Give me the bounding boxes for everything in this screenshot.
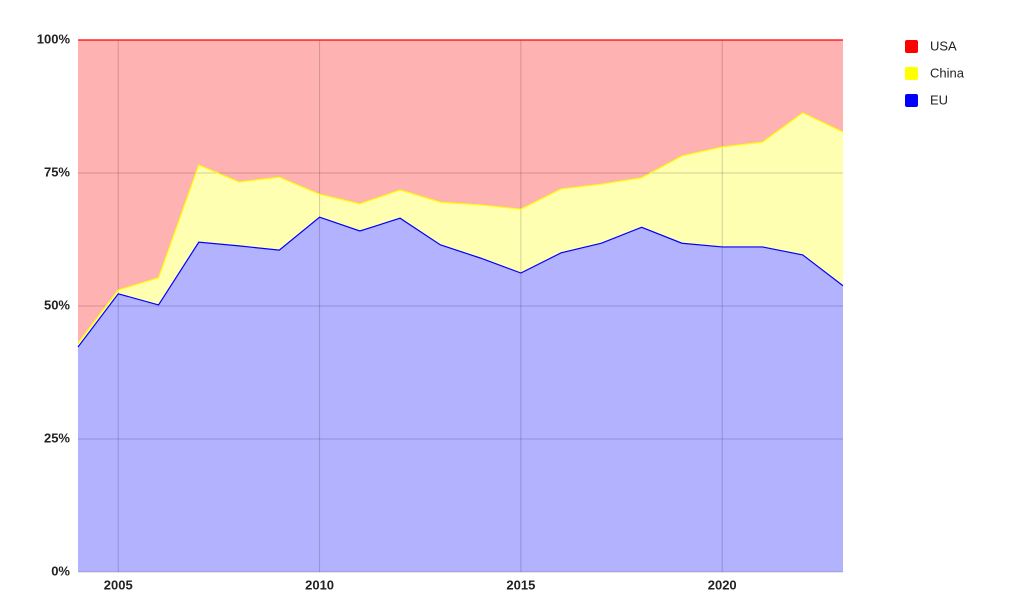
area-line bbox=[77, 216, 844, 348]
x-tick-label: 2005 bbox=[104, 577, 133, 592]
legend-label: USA bbox=[930, 38, 957, 53]
y-tick-label: 25% bbox=[44, 430, 70, 445]
x-tick-label: 2010 bbox=[305, 577, 334, 592]
legend-label: China bbox=[930, 65, 965, 80]
x-tick-label: 2015 bbox=[506, 577, 535, 592]
area bbox=[78, 112, 843, 347]
area-line bbox=[77, 112, 844, 344]
x-tick-label: 2020 bbox=[708, 577, 737, 592]
legend-label: EU bbox=[930, 92, 948, 107]
legend-swatch bbox=[905, 40, 918, 53]
y-tick-label: 75% bbox=[44, 164, 70, 179]
y-tick-label: 100% bbox=[37, 31, 71, 46]
area bbox=[78, 217, 843, 572]
legend-swatch bbox=[905, 94, 918, 107]
area bbox=[78, 40, 843, 344]
y-tick-label: 0% bbox=[51, 563, 70, 578]
legend-swatch bbox=[905, 67, 918, 80]
y-tick-label: 50% bbox=[44, 297, 70, 312]
